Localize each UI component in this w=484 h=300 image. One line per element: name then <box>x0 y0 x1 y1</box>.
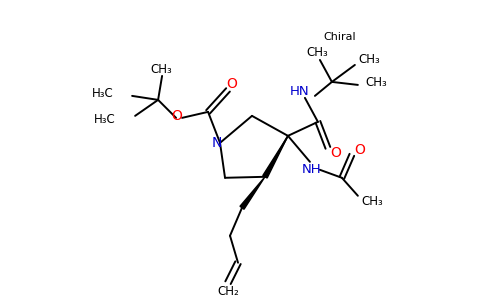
Text: H₃C: H₃C <box>92 87 114 101</box>
Text: O: O <box>172 109 182 123</box>
Text: H₃C: H₃C <box>94 113 116 126</box>
Text: CH₃: CH₃ <box>358 53 380 66</box>
Text: O: O <box>227 77 238 91</box>
Text: O: O <box>354 143 365 157</box>
Text: N: N <box>212 136 222 150</box>
Text: O: O <box>331 146 341 160</box>
Polygon shape <box>240 177 265 209</box>
Polygon shape <box>263 136 288 178</box>
Text: Chiral: Chiral <box>324 32 356 42</box>
Text: CH₃: CH₃ <box>150 63 172 76</box>
Text: CH₃: CH₃ <box>365 76 387 89</box>
Text: NH: NH <box>302 163 322 176</box>
Text: CH₂: CH₂ <box>217 285 239 298</box>
Text: CH₃: CH₃ <box>361 195 383 208</box>
Text: CH₃: CH₃ <box>306 46 328 59</box>
Text: HN: HN <box>290 85 310 98</box>
